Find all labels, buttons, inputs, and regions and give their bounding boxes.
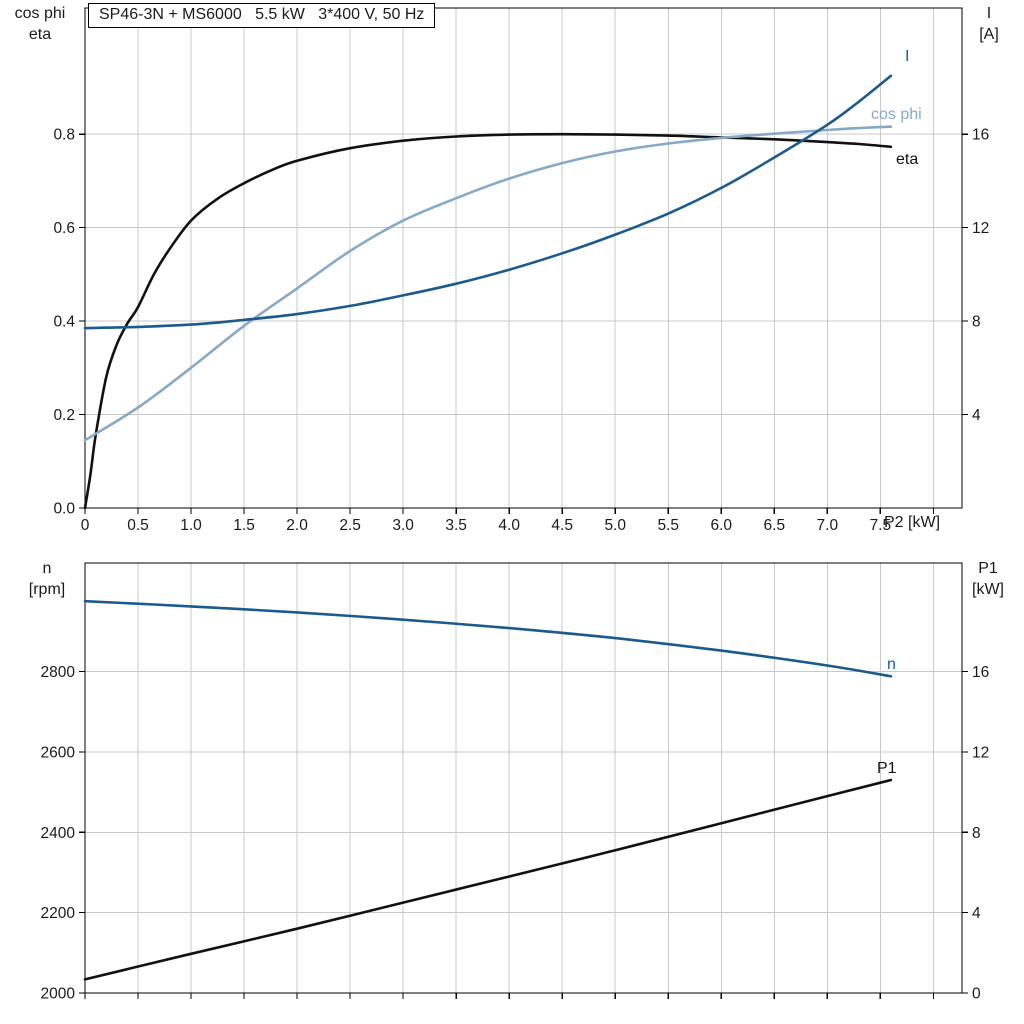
chart-group: 2000 2200 2400 2600 2800 0 4 8 12 16 <box>41 562 989 1003</box>
y-left-tick-label: 0.2 <box>53 407 75 424</box>
y-left-tick-label: 0.0 <box>53 501 75 518</box>
curve-cos-phi <box>83 125 893 442</box>
curve-label-cos-phi: cos phi <box>871 106 922 123</box>
y-left-tick-label: 2000 <box>41 986 76 1003</box>
axis-title-p1: P1 <box>978 560 998 577</box>
top-chart-right-axis-title: I [A] <box>962 3 1016 45</box>
x-tick-label: 1.0 <box>180 517 202 534</box>
x-tick-label: 7.5 <box>870 517 892 534</box>
x-tick-label: 4.5 <box>551 517 573 534</box>
bottom-chart-left-axis-title: n [rpm] <box>14 558 80 600</box>
curve-n <box>83 599 893 678</box>
curve-label-eta: eta <box>896 151 919 168</box>
plot-frame <box>84 562 963 994</box>
y-right-tick-label: 8 <box>972 314 981 331</box>
y-left-tick-label: 0.8 <box>53 127 75 144</box>
y-right-tick-label: 4 <box>972 905 981 922</box>
chart-title-box: SP46-3N + MS6000 5.5 kW 3*400 V, 50 Hz <box>88 3 436 28</box>
axis-title-speed-unit: [rpm] <box>28 581 66 598</box>
x-axis-label: P2 [kW] <box>884 514 941 531</box>
y-right-tick-label: 4 <box>972 407 981 424</box>
axis-title-cos-phi: cos phi <box>14 5 66 22</box>
curve-label-current: I <box>905 48 910 65</box>
y-right-tick-label: 16 <box>972 664 989 681</box>
x-tick-label: 5.0 <box>604 517 626 534</box>
y-left-tick-label: 2200 <box>41 905 76 922</box>
x-tick-label: 0.5 <box>127 517 149 534</box>
x-tick-label: 6.5 <box>764 517 786 534</box>
x-tick-label: 2.5 <box>339 517 361 534</box>
top-chart-left-axis-title: cos phi eta <box>2 3 78 45</box>
chart-group: 0 0.5 1.0 1.5 2.0 2.5 3.0 3.5 4.0 4.5 5.0 5.5 6.0 6.5… <box>53 7 989 534</box>
axis-title-current-unit: [A] <box>979 26 999 43</box>
axis-title-p1-unit: [kW] <box>972 581 1004 598</box>
bottom-chart-right-axis-title: P1 [kW] <box>958 558 1018 600</box>
axis-title-eta: eta <box>28 26 52 43</box>
curve-label-p1: P1 <box>877 760 897 777</box>
y-right-tick-label: 12 <box>972 220 989 237</box>
x-tick-label: 2.0 <box>286 517 308 534</box>
x-tick-label: 5.5 <box>657 517 679 534</box>
y-left-tick-label: 2600 <box>41 744 76 761</box>
axis-title-speed: n <box>42 560 52 577</box>
y-left-tick-label: 2800 <box>41 664 76 681</box>
axis-title-current: I <box>986 5 992 22</box>
x-tick-label: 1.5 <box>233 517 255 534</box>
x-tick-label: 4.0 <box>498 517 520 534</box>
curve-i <box>83 74 893 330</box>
y-right-tick-label: 8 <box>972 825 981 842</box>
x-tick-label: 7.0 <box>817 517 839 534</box>
x-tick-label: 6.0 <box>710 517 732 534</box>
y-left-tick-label: 0.6 <box>53 220 75 237</box>
y-right-tick-label: 16 <box>972 127 989 144</box>
y-left-tick-label: 2400 <box>41 825 76 842</box>
x-tick-label: 3.0 <box>392 517 414 534</box>
y-right-tick-label: 0 <box>972 986 981 1003</box>
curve-p1 <box>83 778 893 981</box>
x-tick-label: 3.5 <box>445 517 467 534</box>
y-left-tick-label: 0.4 <box>53 314 75 331</box>
plot-frame <box>84 7 963 509</box>
x-tick-label: 0 <box>81 517 90 534</box>
y-right-tick-label: 12 <box>972 744 989 761</box>
curve-label-speed: n <box>887 656 896 673</box>
